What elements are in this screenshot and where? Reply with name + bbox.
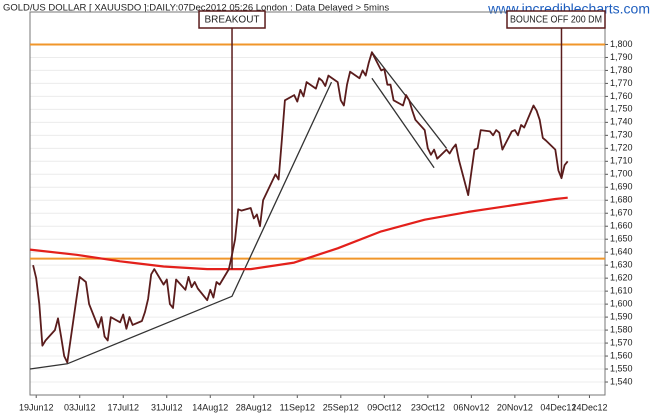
trendline <box>29 81 333 370</box>
y-tick-label: 1,640 <box>610 247 633 257</box>
y-tick-label: 1,580 <box>610 324 633 334</box>
annotation-label: BREAKOUT <box>205 15 260 26</box>
y-tick-label: 1,620 <box>610 273 633 283</box>
x-tick-label: 20Nov12 <box>497 402 533 412</box>
y-tick-label: 1,800 <box>610 39 633 49</box>
y-tick-label: 1,660 <box>610 221 633 231</box>
y-tick-label: 1,680 <box>610 195 633 205</box>
y-tick-label: 1,550 <box>610 363 633 373</box>
y-tick-label: 1,770 <box>610 78 633 88</box>
price-line <box>32 51 569 364</box>
x-tick-label: 17Jul12 <box>107 402 139 412</box>
x-tick-label: 25Sep12 <box>323 402 359 412</box>
y-tick-label: 1,750 <box>610 104 633 114</box>
annotation-label: BOUNCE OFF 200 DM <box>510 15 602 26</box>
x-tick-label: 09Oct12 <box>367 402 401 412</box>
x-tick-label: 04Dec12 <box>540 402 576 412</box>
chart-title: GOLD/US DOLLAR [ XAUUSDO ]:DAILY:07Dec20… <box>3 3 389 14</box>
x-tick-label: 03Jul12 <box>64 402 96 412</box>
x-tick-label: 31Jul12 <box>151 402 183 412</box>
x-tick-label: 14Aug12 <box>192 402 228 412</box>
y-tick-label: 1,760 <box>610 91 633 101</box>
moving-average-line <box>29 196 568 271</box>
y-tick-label: 1,740 <box>610 117 633 127</box>
y-tick-label: 1,710 <box>610 156 633 166</box>
y-tick-label: 1,650 <box>610 234 633 244</box>
x-tick-label: 14Dec12 <box>571 402 607 412</box>
trendline <box>371 77 435 169</box>
annotation-box <box>506 10 606 29</box>
y-tick-label: 1,730 <box>610 130 633 140</box>
y-tick-label: 1,570 <box>610 337 633 347</box>
y-tick-label: 1,610 <box>610 286 633 296</box>
x-tick-label: 23Oct12 <box>411 402 445 412</box>
y-tick-label: 1,540 <box>610 376 633 386</box>
annotation-box <box>198 10 266 29</box>
y-tick-label: 1,700 <box>610 169 633 179</box>
plot-frame <box>29 11 606 396</box>
y-tick-label: 1,670 <box>610 208 633 218</box>
y-tick-label: 1,590 <box>610 311 633 321</box>
y-tick-label: 1,790 <box>610 52 633 62</box>
y-tick-label: 1,630 <box>610 260 633 270</box>
y-tick-label: 1,600 <box>610 298 633 308</box>
x-tick-label: 11Sep12 <box>280 402 315 412</box>
y-tick-label: 1,690 <box>610 182 633 192</box>
y-tick-label: 1,720 <box>610 143 633 153</box>
y-tick-label: 1,780 <box>610 65 633 75</box>
x-tick-label: 06Nov12 <box>453 402 489 412</box>
y-tick-label: 1,560 <box>610 350 633 360</box>
x-tick-label: 28Aug12 <box>236 402 272 412</box>
x-tick-label: 19Jun12 <box>19 402 54 412</box>
